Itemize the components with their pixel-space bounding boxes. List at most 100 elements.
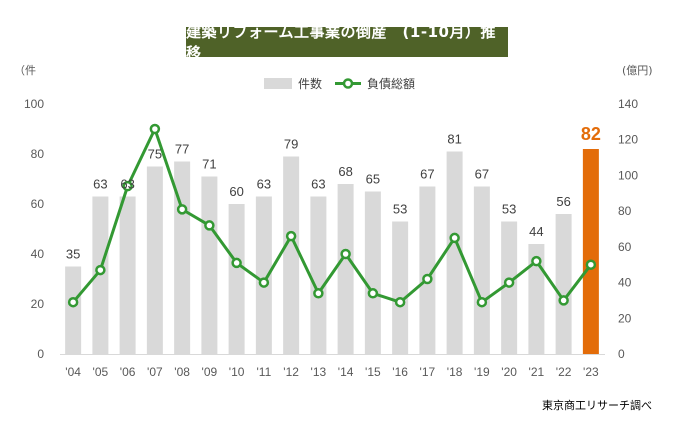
x-tick-label: '12 (283, 365, 299, 379)
debt-line (71, 127, 593, 304)
left-y-tick: 60 (31, 197, 45, 211)
line-series (67, 123, 597, 308)
x-tick-label: '09 (202, 365, 218, 379)
bar-'07 (146, 166, 163, 354)
left-y-tick: 20 (31, 297, 45, 311)
bar-'13 (310, 196, 327, 354)
bar-'21 (528, 244, 545, 354)
bar-value-label: 63 (311, 177, 325, 192)
bar-value-label: 67 (420, 167, 434, 182)
x-tick-label: '21 (529, 365, 545, 379)
x-tick-label: '16 (392, 365, 408, 379)
right-y-tick: 140 (618, 97, 638, 111)
x-tick-label: '15 (365, 365, 381, 379)
debt-point-'07 (149, 123, 161, 135)
bar-'04 (65, 266, 82, 354)
axis-ticks: '04 '05 '06 '07 '08 '09 '10 '11 '12 '13 '14 '15 '16 '… (24, 97, 638, 379)
debt-point-'19 (476, 296, 488, 308)
x-tick-label: '22 (556, 365, 572, 379)
debt-point-'14 (340, 248, 351, 260)
debt-point-'12 (285, 230, 297, 242)
bar-'09 (201, 176, 218, 354)
bar-'15 (364, 191, 381, 354)
debt-point-'17 (422, 273, 433, 285)
bar-value-label: 44 (529, 224, 543, 239)
legend-label-count: 件数 (298, 76, 322, 91)
bar-value-label: 35 (66, 247, 80, 262)
chart-title: 建築リフォーム工事業の倒産 (1-10月）推移 (186, 23, 508, 62)
left-axis-unit: （件 (14, 64, 36, 77)
bar-value-label: 53 (393, 202, 407, 217)
x-tick-label: '18 (447, 365, 463, 379)
debt-point-'11 (258, 277, 270, 288)
bar-value-label: 63 (257, 177, 271, 192)
data-labels: 35 63 63 75 77 71 60 63 79 63 68 65 53 67 81 67 53 44 56 82 (66, 124, 601, 262)
legend-line-marker (342, 78, 354, 89)
bar-'22 (555, 214, 572, 354)
debt-point-'21 (531, 255, 542, 267)
bar-value-label: 56 (556, 194, 570, 209)
x-tick-label: '17 (420, 365, 436, 379)
x-tick-label: '20 (501, 365, 517, 379)
right-y-tick: 80 (618, 204, 632, 218)
debt-point-'04 (67, 296, 79, 308)
right-y-tick: 100 (618, 168, 638, 182)
x-tick-label: '07 (147, 365, 163, 379)
source-note: 東京商工リサーチ調べ (542, 398, 652, 412)
x-tick-label: '05 (93, 365, 109, 379)
x-tick-label: '19 (474, 365, 490, 379)
bar-value-label: 68 (338, 164, 352, 179)
right-y-tick: 120 (618, 133, 638, 147)
bar-'19 (473, 186, 490, 354)
legend: 件数 負債総額 (264, 76, 415, 91)
bar-value-label: 63 (93, 177, 107, 192)
x-tick-label: '14 (338, 365, 354, 379)
debt-point-'13 (313, 288, 324, 299)
bar-series (65, 149, 599, 354)
debt-point-'06 (122, 180, 133, 192)
debt-point-'22 (558, 295, 569, 306)
debt-point-'23 (585, 259, 597, 270)
bar-'17 (419, 186, 436, 354)
debt-point-'18 (449, 232, 460, 244)
x-tick-label: '10 (229, 365, 245, 379)
x-tick-label: '11 (257, 365, 272, 379)
right-y-tick: 0 (618, 347, 625, 361)
debt-point-'15 (367, 288, 379, 299)
bar-value-label: 65 (366, 172, 380, 187)
bar-value-label: 77 (175, 142, 189, 157)
bar-'14 (337, 184, 354, 354)
debt-point-'08 (176, 204, 188, 215)
left-y-tick: 80 (31, 147, 45, 161)
bar-'10 (228, 204, 245, 354)
x-tick-label: '06 (120, 365, 136, 379)
right-y-tick: 40 (618, 276, 632, 290)
debt-point-'09 (204, 220, 215, 231)
x-tick-label: '08 (174, 365, 190, 379)
legend-label-debt: 負債総額 (367, 76, 415, 91)
bar-value-label: 82 (581, 124, 601, 144)
bar-'12 (283, 156, 300, 354)
bar-'16 (392, 221, 409, 354)
right-axis-unit: (億円) (622, 64, 653, 77)
debt-point-'20 (503, 277, 515, 288)
bar-value-label: 71 (202, 157, 216, 172)
x-tick-label: '23 (583, 365, 599, 379)
left-y-tick: 100 (24, 97, 44, 111)
bar-value-label: 75 (148, 147, 162, 162)
debt-point-'16 (394, 296, 406, 308)
legend-bar-swatch (264, 78, 292, 89)
bar-value-label: 53 (502, 202, 516, 217)
bar-value-label: 63 (120, 177, 134, 192)
bar-'11 (255, 196, 272, 354)
debt-point-'10 (231, 257, 242, 269)
left-y-tick: 40 (31, 247, 45, 261)
bar-value-label: 81 (447, 132, 461, 147)
x-tick-label: '04 (65, 365, 81, 379)
bar-value-label: 79 (284, 137, 298, 152)
right-y-tick: 20 (618, 311, 632, 325)
debt-point-'05 (95, 264, 106, 276)
bar-'18 (446, 151, 463, 354)
right-y-tick: 60 (618, 240, 632, 254)
